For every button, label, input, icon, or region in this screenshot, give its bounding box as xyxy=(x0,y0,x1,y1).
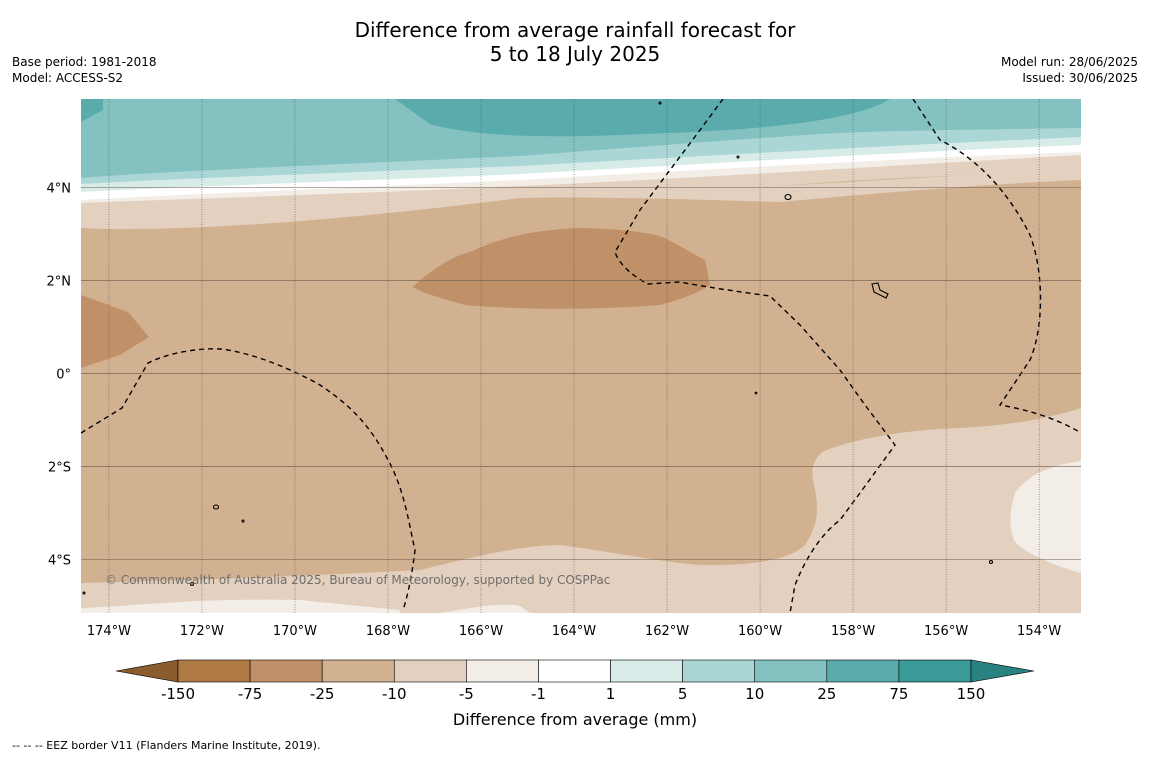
tick-labels: 174°W 172°W 170°W 168°W 166°W 164°W 162°W 160°W… xyxy=(47,181,1062,639)
colorbar-extend-min xyxy=(115,659,179,683)
contour-north-minus10-minus5 xyxy=(81,155,1081,218)
eez-border-east xyxy=(912,99,1081,434)
lat-tick-label: 0° xyxy=(56,367,71,382)
island-10 xyxy=(82,591,86,595)
colorbar-bin xyxy=(177,659,251,683)
colorbar-bin xyxy=(249,659,323,683)
colorbar-tick-label: -10 xyxy=(382,685,407,703)
issued-text: Issued: 30/06/2025 xyxy=(1022,71,1138,85)
lon-tick-label: 156°W xyxy=(924,624,968,639)
lon-tick-label: 154°W xyxy=(1017,624,1061,639)
lon-tick-label: 166°W xyxy=(459,624,503,639)
contour-west-minus75-minus25 xyxy=(81,295,149,368)
colorbar-bin xyxy=(610,659,683,683)
contour-north-10-25 xyxy=(81,99,1081,178)
lon-tick-label: 170°W xyxy=(273,624,317,639)
eez-legend-note: -- -- -- EEZ border V11 (Flanders Marine… xyxy=(12,739,321,752)
colorbar-tick-label: 10 xyxy=(745,685,764,703)
colorbar-bin xyxy=(466,659,539,683)
lat-tick-label: 4°S xyxy=(48,554,71,569)
map-title: Difference from average rainfall forecas… xyxy=(0,18,1150,66)
contour-north-25-75 xyxy=(395,99,890,137)
colorbar-bin xyxy=(321,659,395,683)
gridlines xyxy=(81,99,1081,613)
contour-southeast-minus5-minus1 xyxy=(1010,461,1081,573)
island-8 xyxy=(189,581,195,587)
lon-tick-label: 162°W xyxy=(645,624,689,639)
island-1 xyxy=(784,193,792,201)
colorbar-tick-label: 25 xyxy=(817,685,836,703)
colorbar-tick-label: 1 xyxy=(606,685,616,703)
colorbar-tick-label: 150 xyxy=(957,685,986,703)
lat-tick-label: 2°S xyxy=(48,460,71,475)
colorbar: -150 -75 -25 -10 -5 -1 1 5 10 25 75 150 xyxy=(115,659,1035,703)
model-text: Model: ACCESS-S2 xyxy=(12,71,124,85)
colorbar-tick-label: 5 xyxy=(678,685,688,703)
colorbar-bin xyxy=(682,659,756,683)
eez-borders xyxy=(81,99,1081,613)
lat-tick-label: 4°N xyxy=(47,181,72,196)
title-line-2: 5 to 18 July 2025 xyxy=(489,42,661,66)
eez-border-central xyxy=(614,99,896,613)
contour-south-minus10-minus5 xyxy=(81,408,1081,613)
map-area: © Commonwealth of Australia 2025, Bureau… xyxy=(81,99,1081,613)
lat-tick-label: 2°N xyxy=(47,274,72,289)
title-line-1: Difference from average rainfall forecas… xyxy=(354,18,796,42)
colorbar-bin xyxy=(754,659,828,683)
lon-tick-label: 164°W xyxy=(552,624,596,639)
colorbar-tick-label: -75 xyxy=(238,685,263,703)
island-4 xyxy=(658,101,662,105)
contour-southwest-minus5-minus1 xyxy=(81,599,400,613)
colorbar-tick-label: -25 xyxy=(310,685,335,703)
colorbar-tick-label: 75 xyxy=(889,685,908,703)
island-9 xyxy=(988,559,994,565)
base-period-text: Base period: 1981-2018 xyxy=(12,55,157,69)
contour-minus10-minus5-band xyxy=(81,168,1081,230)
meta-left: Base period: 1981-2018 Model: ACCESS-S2 xyxy=(12,54,157,86)
island-7 xyxy=(241,519,245,523)
colorbar-tick-label: -150 xyxy=(161,685,195,703)
contour-south-minus5-minus1-patch xyxy=(440,604,530,613)
islands xyxy=(82,101,994,595)
colorbar-bin xyxy=(538,659,611,683)
meta-right: Model run: 28/06/2025 Issued: 30/06/2025 xyxy=(1001,54,1138,86)
contour-north-west-25-75 xyxy=(81,99,103,122)
lon-tick-label: 160°W xyxy=(738,624,782,639)
island-6 xyxy=(754,391,758,395)
colorbar-bin xyxy=(898,659,972,683)
contour-central-minus75-minus25 xyxy=(413,228,710,309)
lon-tick-label: 172°W xyxy=(180,624,224,639)
colorbar-extend-max xyxy=(970,659,1035,683)
lon-tick-label: 168°W xyxy=(366,624,410,639)
eez-border-west xyxy=(81,348,416,611)
colorbar-bin xyxy=(826,659,900,683)
model-run-text: Model run: 28/06/2025 xyxy=(1000,55,1138,69)
colorbar-bin xyxy=(393,659,467,683)
colorbar-label: Difference from average (mm) xyxy=(453,710,697,729)
lon-tick-label: 174°W xyxy=(87,624,131,639)
island-5 xyxy=(736,155,740,159)
island-2 xyxy=(871,282,889,299)
colorbar-tick-label: -5 xyxy=(459,685,474,703)
colorbar-tick-label: -1 xyxy=(531,685,546,703)
copyright-text: © Commonwealth of Australia 2025, Bureau… xyxy=(105,573,610,587)
island-3 xyxy=(212,504,220,510)
lon-tick-label: 158°W xyxy=(831,624,875,639)
